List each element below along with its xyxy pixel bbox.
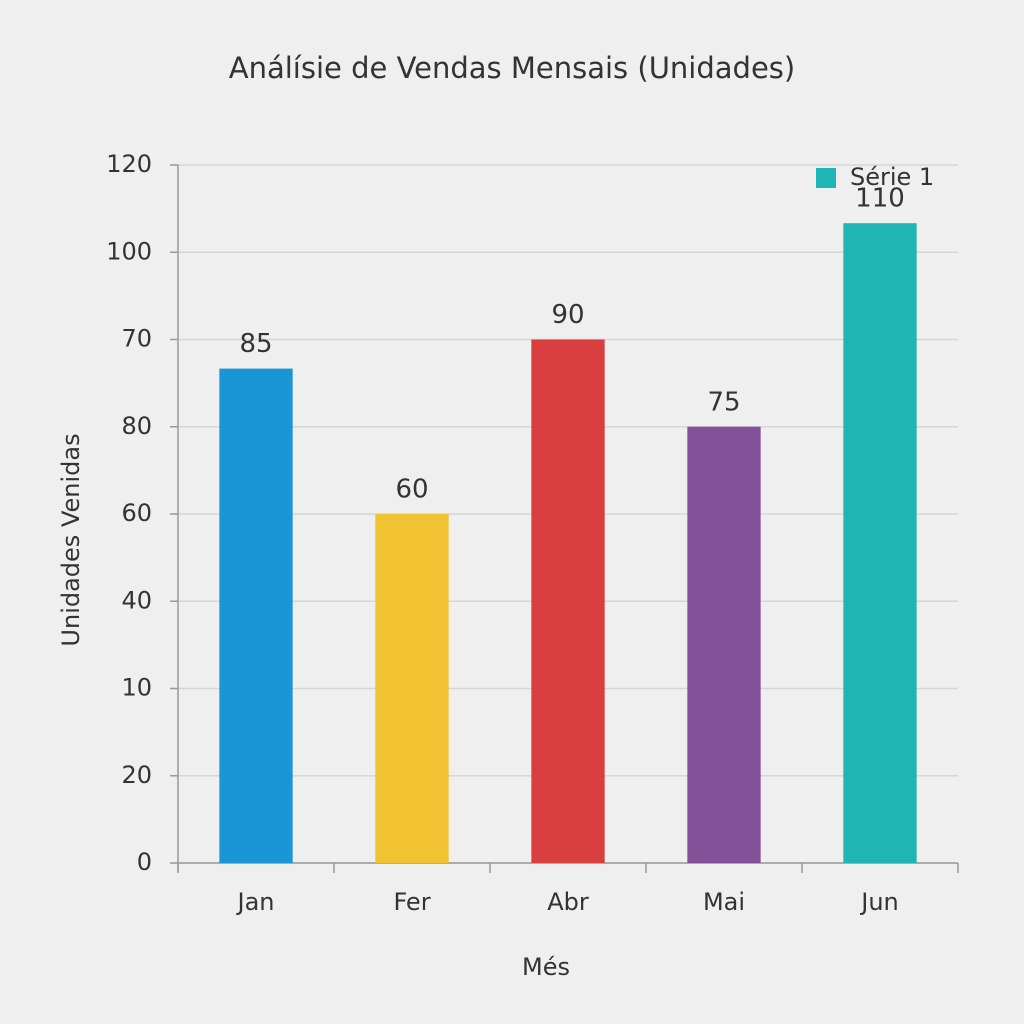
bar bbox=[687, 426, 761, 863]
data-label: 110 bbox=[855, 184, 905, 214]
y-tick-label: 20 bbox=[121, 761, 152, 789]
x-tick-label: Mai bbox=[703, 888, 745, 916]
y-axis-label: Unidades Venidas bbox=[57, 433, 85, 646]
y-tick-label: 120 bbox=[106, 150, 152, 178]
y-tick-label: 80 bbox=[121, 412, 152, 440]
y-tick-label: 0 bbox=[137, 848, 152, 876]
bar bbox=[843, 223, 917, 863]
y-tick-label: 10 bbox=[121, 674, 152, 702]
x-axis-label: Més bbox=[522, 953, 570, 981]
x-tick-label: Fer bbox=[393, 888, 430, 916]
bar bbox=[375, 514, 449, 863]
legend-label: Série 1 bbox=[850, 163, 934, 191]
chart-title: Análísie de Vendas Mensais (Unidades) bbox=[229, 51, 795, 85]
data-label: 60 bbox=[395, 475, 428, 505]
y-tick-label: 100 bbox=[106, 237, 152, 265]
y-tick-label: 60 bbox=[121, 499, 152, 527]
bar bbox=[531, 339, 605, 863]
bar bbox=[219, 368, 293, 863]
x-tick-label: Abr bbox=[547, 888, 589, 916]
data-label: 90 bbox=[551, 300, 584, 330]
x-tick-label: Jun bbox=[859, 888, 899, 916]
y-tick-label: 70 bbox=[121, 325, 152, 353]
data-label: 85 bbox=[239, 329, 272, 359]
y-tick-label: 40 bbox=[121, 586, 152, 614]
legend-swatch bbox=[816, 168, 836, 188]
data-label: 75 bbox=[707, 387, 740, 417]
x-tick-label: Jan bbox=[236, 888, 275, 916]
